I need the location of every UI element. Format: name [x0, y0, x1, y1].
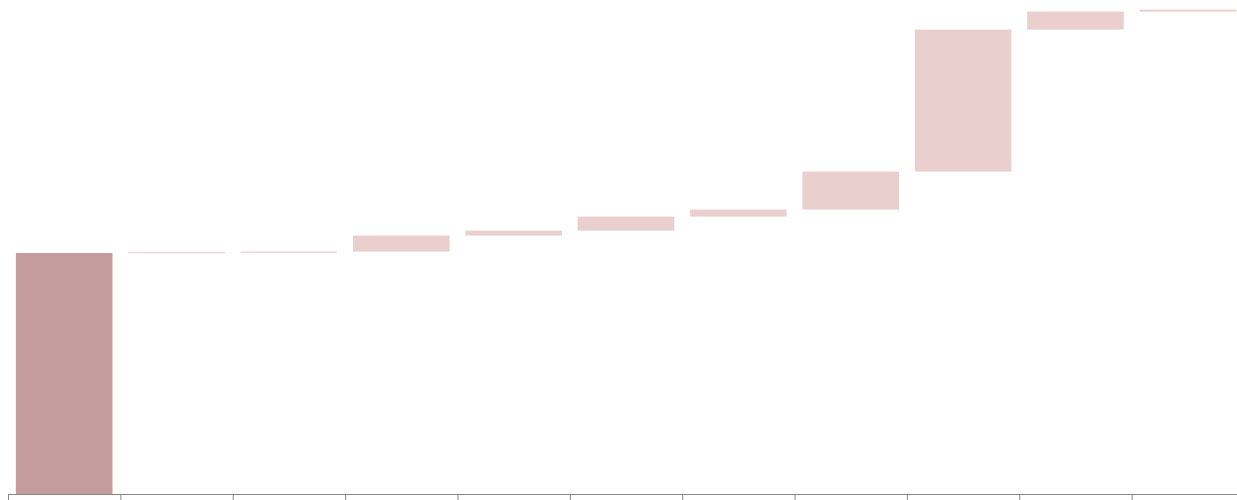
waterfall-delta-bar — [802, 171, 900, 210]
waterfall-delta-bar — [465, 230, 562, 236]
waterfall-delta-bar — [240, 251, 338, 253]
bars-layer — [15, 9, 1237, 494]
waterfall-delta-bar — [1139, 9, 1237, 12]
waterfall-base-bar — [15, 253, 113, 494]
waterfall-delta-bar — [128, 252, 225, 254]
x-axis — [8, 494, 1237, 500]
waterfall-delta-bar — [690, 209, 787, 217]
waterfall-delta-bar — [352, 235, 450, 252]
waterfall-delta-bar — [914, 29, 1012, 172]
waterfall-delta-bar — [577, 216, 675, 231]
waterfall-delta-bar — [1027, 11, 1124, 30]
